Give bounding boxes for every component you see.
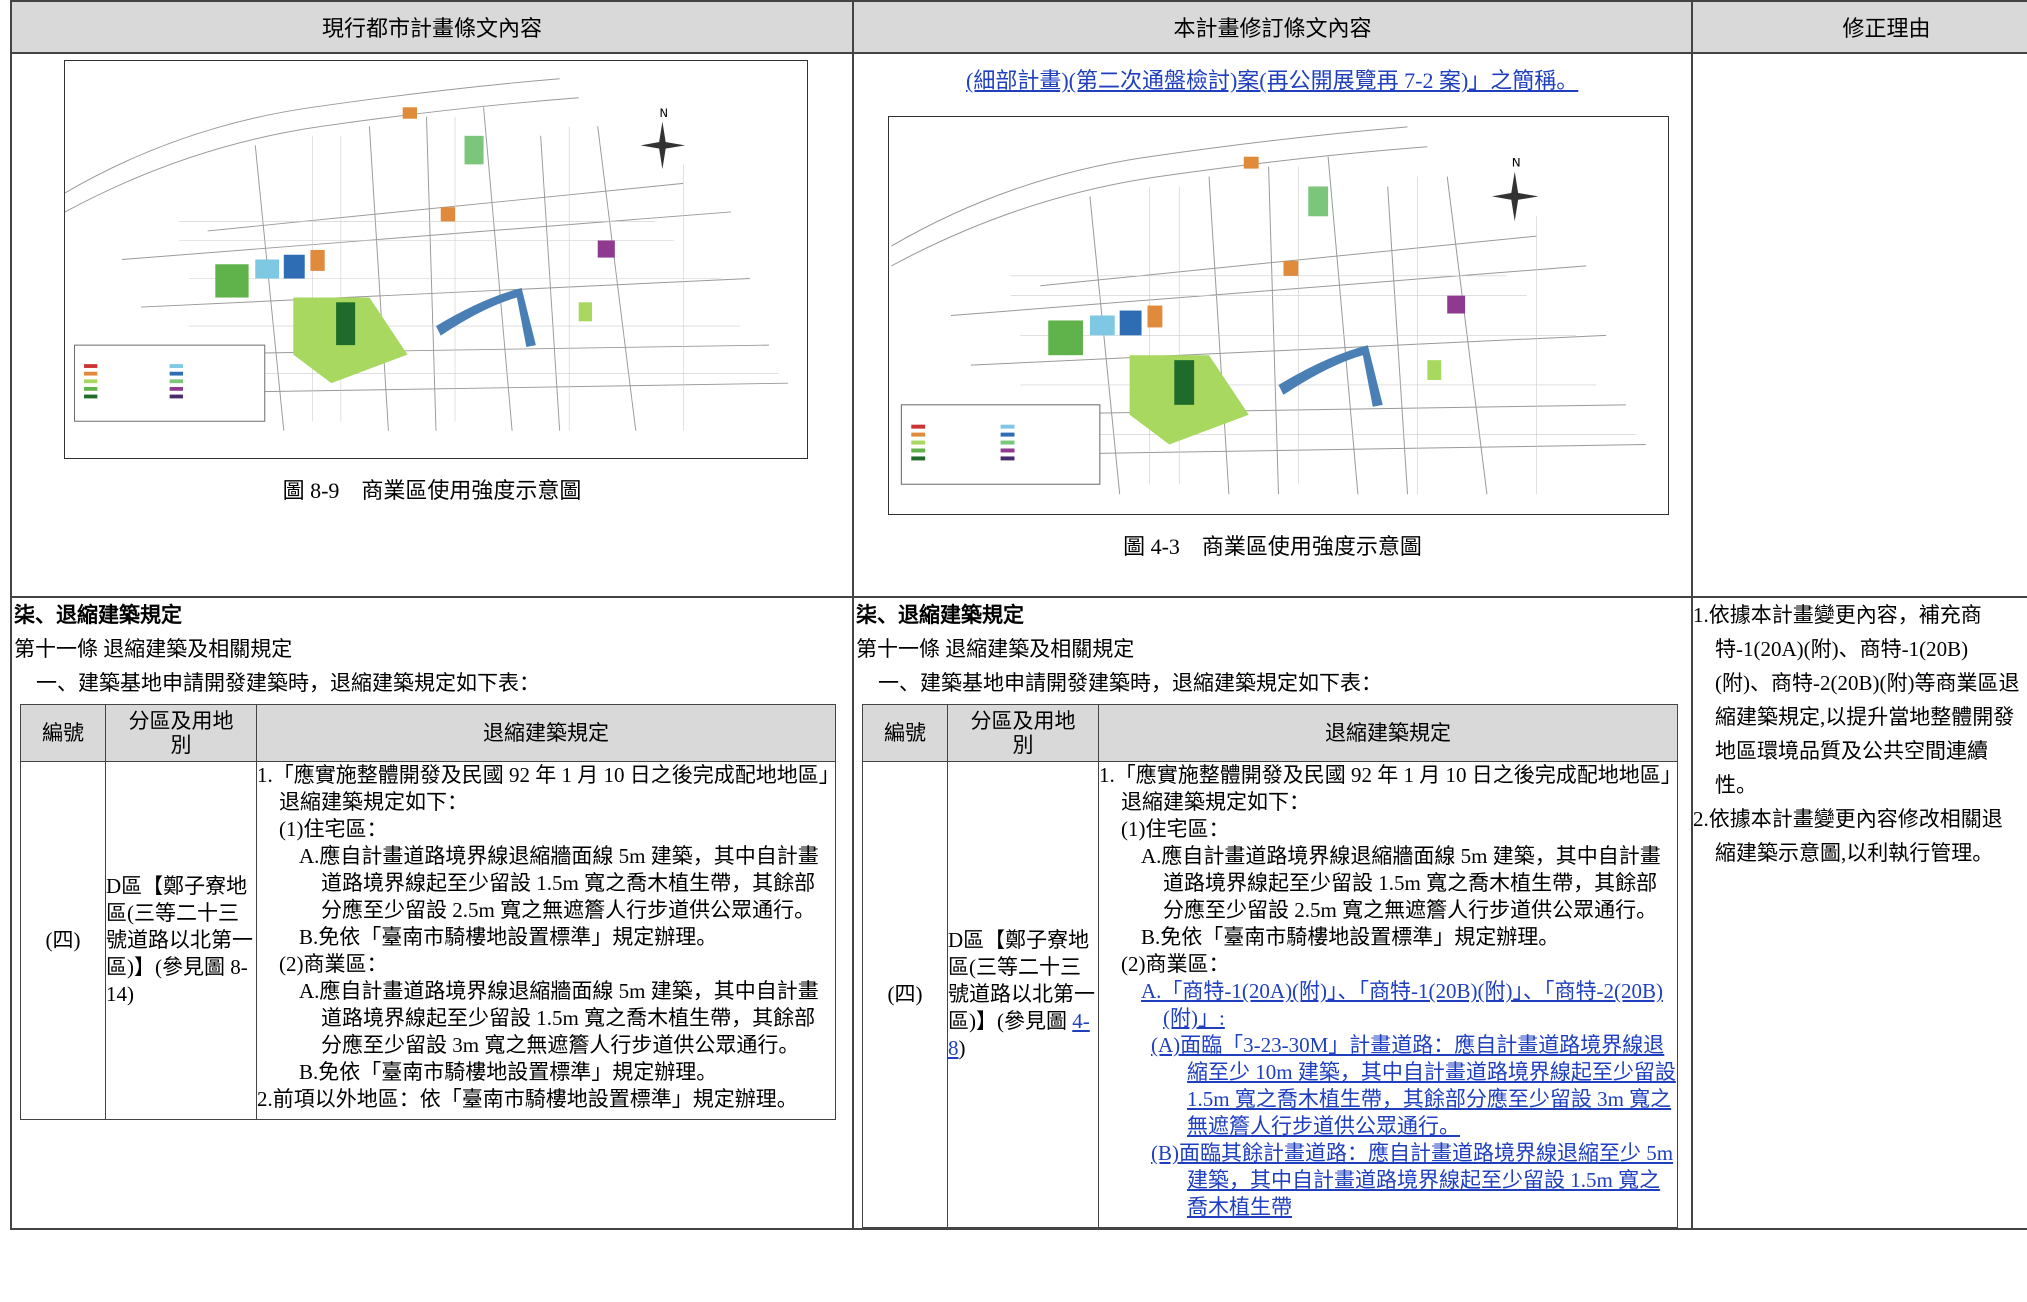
table-header: 退縮建築規定 [256,704,836,762]
reasons: 1.依據本計畫變更內容，補充商特-1(20A)(附)、商特-1(20B)(附)、… [1693,598,2023,870]
rules-table: 編號 分區及用地別 退縮建築規定 (四) D區【鄭子寮地區(三等二十三號道路以北第一區)… [862,704,1678,1228]
section-title: 柒、退縮建築規定 [14,603,182,627]
header-row: 編號 分區及用地別 退縮建築規定 [20,704,836,762]
rule-item: (1)住宅區： [279,817,388,841]
rule-item: 1.「應實施整體開發及民國 92 年 1 月 10 日之後完成配地地區」退縮建築… [1099,763,1672,814]
rules: 1.「應實施整體開發及民國 92 年 1 月 10 日之後完成配地地區」退縮建築… [1098,761,1678,1228]
map-caption: 圖 4-3 商業區使用強度示意圖 [1123,534,1422,559]
rules-table: 編號 分區及用地別 退縮建築規定 (四) D區【鄭子寮地區(三等二十三號道路以北第一區)… [20,704,836,1120]
map-image [888,116,1669,515]
zone: D區【鄭子寮地區(三等二十三號道路以北第一區)】(參見圖 8-14) [105,761,257,1120]
revised-rules-cell: 柒、退縮建築規定第十一條 退縮建築及相關規定一、建築基地申請開發建築時，退縮建築… [852,596,1693,1230]
reason-item: 2.依據本計畫變更內容修改相關退縮建築示意圖,以利執行管理。 [1693,807,2003,865]
table-header: 分區及用地別 [947,704,1099,762]
reason-item: 1.依據本計畫變更內容，補充商特-1(20A)(附)、商特-1(20B)(附)、… [1693,603,2020,797]
column-header: 修正理由 [1691,0,2027,54]
rule-item: A.應自計畫道路境界線退縮牆面線 5m 建築，其中自計畫道路境界線起至少留設 1… [299,844,819,922]
current-rules-cell: 柒、退縮建築規定第十一條 退縮建築及相關規定一、建築基地申請開發建築時，退縮建築… [10,596,854,1230]
rule-item: A.應自計畫道路境界線退縮牆面線 5m 建築，其中自計畫道路境界線起至少留設 1… [1141,844,1661,922]
comparison-table: 現行都市計畫條文內容 本計畫修訂條文內容 修正理由 圖 8-9 商業區使用強度示… [10,0,2027,1230]
table-header: 分區及用地別 [105,704,257,762]
map-caption: 圖 8-9 商業區使用強度示意圖 [282,478,582,503]
row-number: (四) [20,761,106,1120]
clause: 一、建築基地申請開發建築時，退縮建築規定如下表： [36,671,540,695]
rule-item: B.免依「臺南市騎樓地設置標準」規定辦理。 [299,1060,718,1084]
rule-item: B.免依「臺南市騎樓地設置標準」規定辦理。 [1141,925,1560,949]
zone-text: D區【鄭子寮地區(三等二十三號道路以北第一區)】(參見圖 [948,928,1095,1033]
reason-cell: 1.依據本計畫變更內容，補充商特-1(20A)(附)、商特-1(20B)(附)、… [1691,596,2027,1230]
zone: D區【鄭子寮地區(三等二十三號道路以北第一區)】(參見圖 4-8) [947,761,1099,1228]
table-header: 退縮建築規定 [1098,704,1678,762]
rule-item: (A)面臨「3-23-30M」計畫道路：應自計畫道路境界線退縮至少 10m 建築… [1151,1033,1676,1138]
article: 第十一條 退縮建築及相關規定 [14,637,293,661]
column-header-text: 修正理由 [1842,16,1931,41]
column-header: 本計畫修訂條文內容 [852,0,1693,54]
current-map-cell: 圖 8-9 商業區使用強度示意圖 [10,52,854,598]
empty-cell [1691,52,2027,598]
rule-item: B.免依「臺南市騎樓地設置標準」規定辦理。 [299,925,718,949]
article: 第十一條 退縮建築及相關規定 [856,637,1135,661]
rule-item: A.「商特-1(20A)(附)」、「商特-1(20B)(附)」、「商特-2(20… [1141,979,1664,1030]
rule-item: A.應自計畫道路境界線退縮牆面線 5m 建築，其中自計畫道路境界線起至少留設 1… [299,979,819,1057]
section-title: 柒、退縮建築規定 [856,603,1024,627]
rules: 1.「應實施整體開發及民國 92 年 1 月 10 日之後完成配地地區」退縮建築… [256,761,836,1120]
clause: 一、建築基地申請開發建築時，退縮建築規定如下表： [878,671,1382,695]
table-header: 編號 [20,704,106,762]
row-number: (四) [862,761,948,1228]
rule-item: 1.「應實施整體開發及民國 92 年 1 月 10 日之後完成配地地區」退縮建築… [257,763,830,814]
rule-item: (1)住宅區： [1121,817,1230,841]
header-row: 編號 分區及用地別 退縮建築規定 [862,704,1678,762]
rule-row: (四) D區【鄭子寮地區(三等二十三號道路以北第一區)】(參見圖 4-8) 1.「應… [862,761,1678,1228]
table-header: 編號 [862,704,948,762]
rule-item: (2)商業區： [1121,952,1230,976]
rule-item: (2)商業區： [279,952,388,976]
column-header: 現行都市計畫條文內容 [10,0,854,54]
rule-row: (四) D區【鄭子寮地區(三等二十三號道路以北第一區)】(參見圖 8-14) 1.「… [20,761,836,1120]
rule-item: 2.前項以外地區：依「臺南市騎樓地設置標準」規定辦理。 [257,1087,798,1111]
zone-link: 4-8 [948,1009,1090,1060]
rule-item: (B)面臨其餘計畫道路：應自計畫道路境界線退縮至少 5m 建築，其中自計畫道路境… [1151,1141,1674,1219]
zone-text: D區【鄭子寮地區(三等二十三號道路以北第一區)】(參見圖 8-14) [106,874,253,1006]
revised-intro: (細部計畫)(第二次通盤檢討)案(再公開展覽再 7-2 案)」之簡稱。 [966,68,1579,93]
map-image [64,60,808,459]
zone-end: ) [958,1036,966,1060]
revised-map-cell: (細部計畫)(第二次通盤檢討)案(再公開展覽再 7-2 案)」之簡稱。 圖 4-… [852,52,1693,598]
